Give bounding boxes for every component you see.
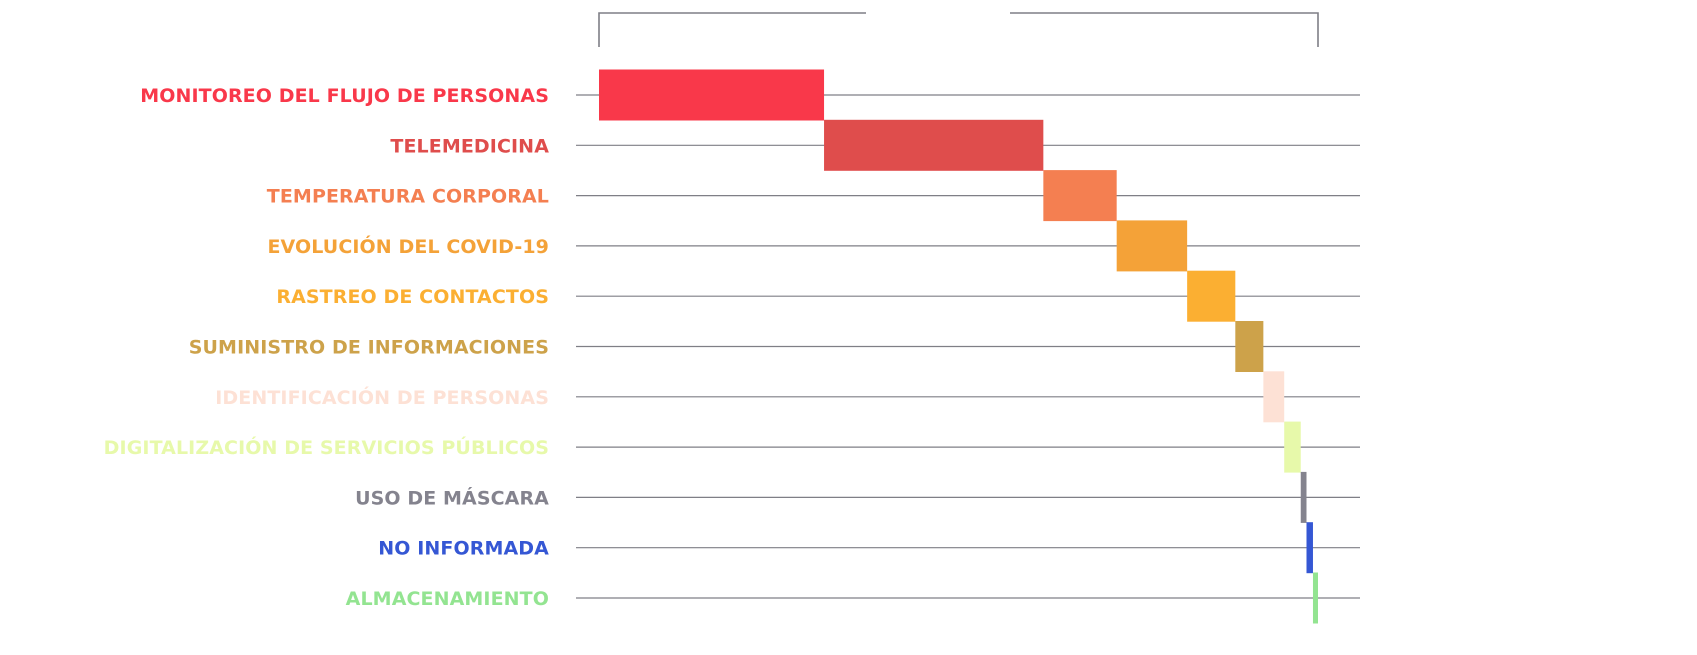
category-label-suministro-de-informaciones: SUMINISTRO DE INFORMACIONES [189,337,549,359]
bars [599,69,1318,624]
category-label-telemedicina: TELEMEDICINA [390,135,549,157]
bar-rastreo-de-contactos [1187,270,1236,322]
category-label-uso-de-mascara: USO DE MÁSCARA [355,486,549,509]
category-label-evolucion-del-covid-19: EVOLUCIÓN DEL COVID-19 [267,234,549,258]
bar-identificacion-de-personas [1263,371,1285,423]
category-labels: MONITOREO DEL FLUJO DE PERSONAS TELEMEDIC… [104,85,549,610]
category-label-digitalizacion-de-servicios-publicos: DIGITALIZACIÓN DE SERVICIOS PÚBLICOS [104,435,549,459]
category-label-monitoreo-del-flujo-de-personas: MONITOREO DEL FLUJO DE PERSONAS [140,85,549,107]
category-label-rastreo-de-contactos: RASTREO DE CONTACTOS [276,286,549,308]
bar-digitalizacion-de-servicios-publicos [1284,421,1301,473]
category-label-no-informada: NO INFORMADA [378,538,549,560]
grid-lines [576,94,1360,599]
bar-evolucion-del-covid-19 [1116,220,1188,272]
category-label-temperatura-corporal: TEMPERATURA CORPORAL [267,186,549,208]
bar-almacenamiento [1312,572,1318,624]
bar-suministro-de-informaciones [1235,321,1264,372]
bar-monitoreo-del-flujo-de-personas [599,69,825,121]
category-label-identificacion-de-personas: IDENTIFICACIÓN DE PERSONAS [215,385,549,409]
total-bracket-line [598,12,1319,47]
category-label-almacenamiento: ALMACENAMIENTO [346,588,549,610]
bar-temperatura-corporal [1043,170,1117,222]
bar-uso-de-mascara [1300,471,1307,523]
total-bracket [598,12,1319,47]
bar-telemedicina [824,119,1044,171]
bar-no-informada [1306,522,1313,574]
